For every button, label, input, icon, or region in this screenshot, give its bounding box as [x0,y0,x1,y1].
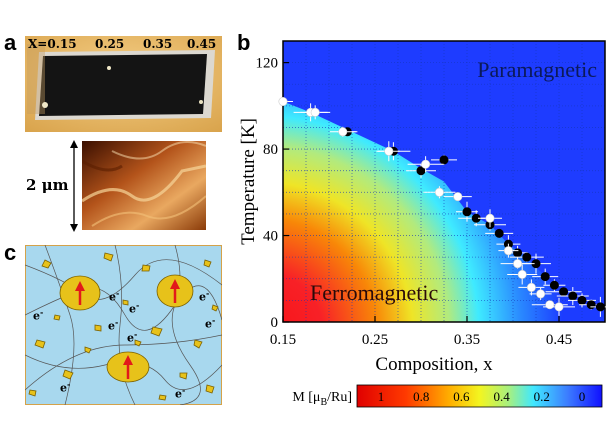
data-point-black [522,252,532,262]
plot-frame [282,40,606,323]
data-point-white [278,97,288,107]
data-point-black [513,248,523,258]
y-tick-label: 80 [263,142,278,158]
region-label-paramagnetic: Paramagnetic [477,57,597,82]
composition-label-0: X=0.15 [28,37,77,51]
data-point-white [536,289,546,299]
data-point-white [485,213,495,223]
data-point-black [568,291,578,301]
data-point-white [310,107,320,117]
data-point-white [554,302,564,312]
data-point-black [462,207,472,217]
electron-label: e- [175,385,186,401]
electron-label: e- [129,300,140,316]
data-point-black [494,228,504,238]
electron-label: e- [60,379,71,395]
colorbar-tick-label: 0.8 [413,389,429,404]
colorbar-tick-label: 0.6 [453,389,470,404]
data-point-black [439,155,449,165]
panel-label-b: b [237,30,251,55]
data-point-black [586,300,596,310]
panel-a-photo: X=0.15 0.25 0.35 0.45 [25,36,222,132]
electron-label: e- [33,307,44,323]
y-tick-label: 0 [271,315,279,331]
data-point-white [434,187,444,197]
data-point-white [453,192,463,202]
data-point-black [595,302,605,312]
colorbar-label: M [μB/Ru] [292,390,352,408]
electron-label: e- [205,315,216,331]
panel-c-schematic: e-e-e-e-e-e-e-e-e- [24,244,223,406]
data-point-white [421,159,431,169]
panel-label-a: a [4,30,17,55]
data-point-white [338,127,348,137]
y-axis-label: Temperature [K] [240,118,259,245]
data-point-white [503,246,513,256]
x-tick-label: 0.35 [454,332,480,348]
data-point-white [513,259,523,269]
data-point-white [526,282,536,292]
x-tick-label: 0.25 [362,332,388,348]
y-tick-label: 40 [263,229,278,245]
magnetization-region [283,101,605,322]
electron-label: e- [127,329,138,345]
x-tick-label: 0.15 [270,332,296,348]
region-label-ferromagnetic: Ferromagnetic [310,280,439,305]
x-tick-label: 0.45 [546,332,572,348]
colorbar-tick-label: 0.2 [534,389,550,404]
data-point-white [545,300,555,310]
x-axis-label: Composition, x [375,354,493,375]
colorbar-tick-label: 0.4 [493,389,510,404]
colorbar-tick-label: 0 [579,389,586,404]
data-point-black [549,280,559,290]
y-tick-label: 120 [256,56,279,72]
sample-photo [25,36,222,132]
phase-diagram-chart: 0.15 0.25 0.35 0.45 0 40 80 120 Composition, x Te… [240,40,609,408]
composition-label-3: 0.45 [187,37,217,51]
composition-label-1: 0.25 [95,37,125,51]
data-point-black [559,287,569,297]
electron-label: e- [199,288,210,304]
data-point-black [577,295,587,305]
electron-label: e- [108,317,119,333]
scale-label: 2 μm [26,176,69,194]
data-point-black [540,272,550,282]
electron-label: e- [109,288,120,304]
afm-image [81,141,207,230]
panel-label-c: c [4,240,17,265]
composition-label-2: 0.35 [143,37,173,51]
scale-arrow [70,140,78,232]
data-point-white [517,269,527,279]
colorbar [356,384,603,408]
colorbar-tick-label: 1 [378,389,385,404]
data-point-white [384,146,394,156]
